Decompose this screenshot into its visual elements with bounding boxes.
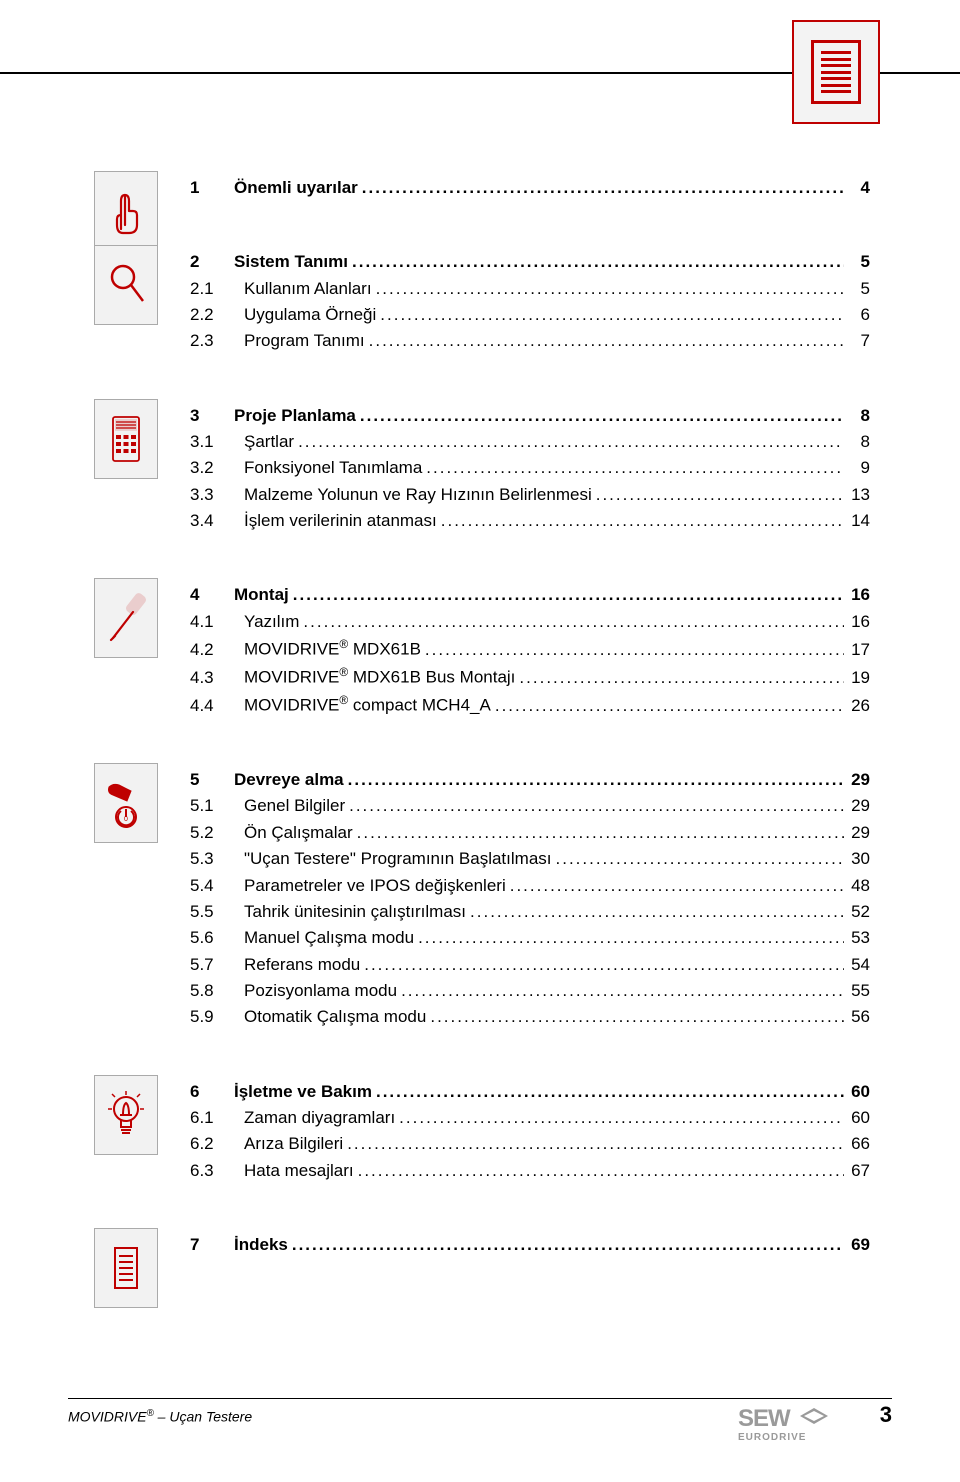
footer-text: MOVIDRIVE® – Uçan Testere [68, 1408, 252, 1425]
toc-item: 5.9Otomatik Çalışma modu56 [190, 1004, 870, 1030]
toc-item: 3.4İşlem verilerinin atanması14 [190, 508, 870, 534]
toc-item: 5.3"Uçan Testere" Programının Başlatılma… [190, 846, 870, 872]
toc-heading: 2 Sistem Tanımı 5 [190, 249, 870, 275]
toc-section-6: 6 İşletme ve Bakım 60 6.1Zaman diyagraml… [190, 1079, 870, 1184]
toc-heading: 6 İşletme ve Bakım 60 [190, 1079, 870, 1105]
toc-label: Sistem Tanımı [234, 249, 348, 275]
toc-num: 2 [190, 249, 234, 275]
screwdriver-icon [94, 578, 158, 658]
toc-item: 2.2Uygulama Örneği6 [190, 302, 870, 328]
toc-item: 6.2Arıza Bilgileri66 [190, 1131, 870, 1157]
toc-item: 5.8Pozisyonlama modu55 [190, 978, 870, 1004]
toc-item: 5.7Referans modu54 [190, 952, 870, 978]
toc-item: 5.1Genel Bilgiler29 [190, 793, 870, 819]
toc-content: 1 Önemli uyarılar 4 2 Sistem Tanımı 5 2.… [0, 175, 960, 1306]
toc-item: 5.2Ön Çalışmalar29 [190, 820, 870, 846]
hand-icon [94, 171, 158, 251]
calculator-icon [94, 399, 158, 479]
toc-page: 5 [844, 249, 870, 275]
toc-item: 3.1Şartlar8 [190, 429, 870, 455]
svg-text:EURODRIVE: EURODRIVE [738, 1432, 806, 1443]
toc-icon [792, 20, 880, 124]
toc-item: 4.3MOVIDRIVE® MDX61B Bus Montajı19 [190, 663, 870, 691]
toc-section-3: 3 Proje Planlama 8 3.1Şartlar8 3.2Fonksi… [190, 403, 870, 535]
toc-label-sup: MOVIDRIVE® compact MCH4_A [244, 691, 491, 719]
toc-section-4: 4 Montaj 16 4.1Yazılım16 4.2MOVIDRIVE® M… [190, 582, 870, 719]
toc-item: 5.6Manuel Çalışma modu53 [190, 925, 870, 951]
toc-label-sup: MOVIDRIVE® MDX61B Bus Montajı [244, 663, 515, 691]
toc-heading: 4 Montaj 16 [190, 582, 870, 608]
toc-item: 2.1Kullanım Alanları5 [190, 276, 870, 302]
toc-label: Önemli uyarılar [234, 175, 358, 201]
toc-item: 3.3Malzeme Yolunun ve Ray Hızının Belirl… [190, 482, 870, 508]
toc-section-1: 1 Önemli uyarılar 4 [190, 175, 870, 201]
toc-item: 4.4MOVIDRIVE® compact MCH4_A26 [190, 691, 870, 719]
page-footer: MOVIDRIVE® – Uçan Testere 3 SEW EURODRIV… [68, 1398, 892, 1438]
toc-item: 5.4Parametreler ve IPOS değişkenleri48 [190, 873, 870, 899]
svg-text:0: 0 [124, 816, 128, 823]
toc-label-sup: MOVIDRIVE® MDX61B [244, 635, 421, 663]
toc-item: 2.3Program Tanımı7 [190, 328, 870, 354]
toc-heading: 7 İndeks 69 [190, 1232, 870, 1258]
toc-item: 5.5Tahrik ünitesinin çalıştırılması52 [190, 899, 870, 925]
toc-leader [348, 249, 844, 275]
toc-section-2: 2 Sistem Tanımı 5 2.1Kullanım Alanları5 … [190, 249, 870, 354]
sew-logo-icon: SEW EURODRIVE [738, 1404, 858, 1444]
bulb-icon [94, 1075, 158, 1155]
toc-leader [358, 175, 844, 201]
toc-page: 4 [844, 175, 870, 201]
toc-heading: 5 Devreye alma 29 [190, 767, 870, 793]
toc-section-5: 0 5 Devreye alma 29 5.1Genel Bilgiler29 … [190, 767, 870, 1030]
magnify-icon [94, 245, 158, 325]
toc-item: 3.2Fonksiyonel Tanımlama9 [190, 455, 870, 481]
start-icon: 0 [94, 763, 158, 843]
svg-text:SEW: SEW [738, 1405, 791, 1432]
toc-section-7: 7 İndeks 69 [190, 1232, 870, 1258]
page-header [0, 0, 960, 110]
toc-heading: 3 Proje Planlama 8 [190, 403, 870, 429]
toc-item: 6.3Hata mesajları67 [190, 1158, 870, 1184]
toc-item: 4.1Yazılım16 [190, 609, 870, 635]
footer-page-number: 3 [880, 1402, 892, 1428]
toc-item: 6.1Zaman diyagramları60 [190, 1105, 870, 1131]
toc-item: 4.2MOVIDRIVE® MDX61B17 [190, 635, 870, 663]
index-icon [94, 1228, 158, 1308]
toc-num: 1 [190, 175, 234, 201]
footer-rule [68, 1398, 892, 1399]
toc-heading: 1 Önemli uyarılar 4 [190, 175, 870, 201]
